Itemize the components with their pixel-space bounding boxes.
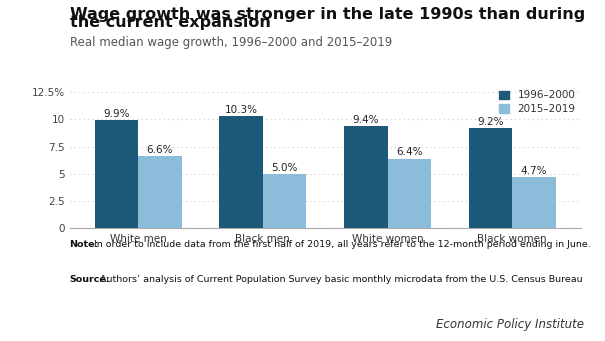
Text: 10.3%: 10.3% xyxy=(224,105,258,115)
Text: 6.6%: 6.6% xyxy=(147,145,173,155)
Bar xyxy=(388,159,431,228)
Text: 6.4%: 6.4% xyxy=(396,147,423,157)
Bar xyxy=(219,116,263,228)
Text: Note:: Note: xyxy=(70,240,99,249)
Text: 5.0%: 5.0% xyxy=(272,163,298,173)
Bar xyxy=(94,120,138,228)
Legend: 1996–2000, 2015–2019: 1996–2000, 2015–2019 xyxy=(499,90,575,114)
Text: 9.9%: 9.9% xyxy=(103,109,129,119)
Text: 4.7%: 4.7% xyxy=(521,166,548,176)
Text: Real median wage growth, 1996–2000 and 2015–2019: Real median wage growth, 1996–2000 and 2… xyxy=(70,36,392,49)
Text: 9.4%: 9.4% xyxy=(353,115,379,124)
Bar xyxy=(469,128,512,228)
Text: 9.2%: 9.2% xyxy=(477,117,503,127)
Text: Authors’ analysis of Current Population Survey basic monthly microdata from the : Authors’ analysis of Current Population … xyxy=(97,275,583,283)
Bar xyxy=(138,157,182,228)
Bar xyxy=(263,174,307,228)
Text: Economic Policy Institute: Economic Policy Institute xyxy=(436,318,584,331)
Bar xyxy=(344,126,388,228)
Text: Wage growth was stronger in the late 1990s than during: Wage growth was stronger in the late 199… xyxy=(70,7,585,22)
Text: the current expansion: the current expansion xyxy=(70,15,270,30)
Text: In order to include data from the first half of 2019, all years refer to the 12-: In order to include data from the first … xyxy=(91,240,591,249)
Bar xyxy=(512,177,556,228)
Text: Source:: Source: xyxy=(70,275,110,283)
